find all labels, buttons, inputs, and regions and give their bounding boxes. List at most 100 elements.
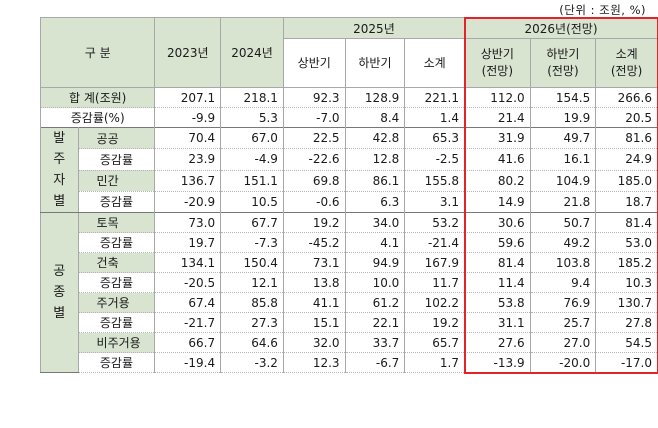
total-value-7: 266.6 <box>595 87 658 108</box>
worktype-cell: 34.0 <box>344 212 406 233</box>
worktype-cell: 59.6 <box>464 232 531 253</box>
worktype-group-char: 공 <box>53 264 66 279</box>
orderer-cell: 86.1 <box>344 169 406 192</box>
worktype-cell: 4.1 <box>344 232 406 253</box>
table-row: 증감률 -20.9 10.5 -0.6 6.3 3.1 14.9 21.8 18.7 <box>41 190 658 214</box>
worktype-cell: -17.0 <box>595 352 658 373</box>
worktype-group-char: 종 <box>53 285 66 300</box>
orderer-cell: 49.7 <box>529 126 597 150</box>
header-2026-subtotal: 소계 (전망) <box>595 38 658 88</box>
worktype-cell: 10.3 <box>595 272 658 293</box>
header-2025: 2025년 <box>282 17 466 39</box>
header-row-years: 구 분 2023년 2024년 2025년 2026년(전망) <box>39 17 658 88</box>
orderer-cell: 14.9 <box>464 190 531 214</box>
worktype-cell: 10.0 <box>344 272 406 293</box>
worktype-cell: 19.2 <box>282 212 346 233</box>
orderer-cell: 41.6 <box>464 148 531 171</box>
worktype-cell: 15.1 <box>282 312 346 333</box>
orderer-cell: -22.6 <box>282 148 346 171</box>
header-2026-h2-line1: 하반기 <box>546 47 580 61</box>
orderer-cell: 18.7 <box>595 190 658 214</box>
orderer-row-label: 민간 <box>77 169 156 192</box>
worktype-cell: -19.4 <box>154 352 222 373</box>
orderer-cell: 81.6 <box>595 126 658 150</box>
worktype-cell: 61.2 <box>344 292 406 313</box>
orderer-cell: 10.5 <box>220 190 284 214</box>
orderer-group-char: 발 <box>53 131 66 146</box>
worktype-row-label: 증감률 <box>77 312 156 333</box>
orderer-cell: -4.9 <box>220 148 284 171</box>
worktype-cell: 53.0 <box>595 232 658 253</box>
table-row: 비주거용 66.7 64.6 32.0 33.7 65.7 27.6 27.0 54.5 <box>41 332 658 353</box>
orderer-cell: 151.1 <box>220 169 284 192</box>
orderer-row-label: 공공 <box>77 126 156 150</box>
worktype-cell: -13.9 <box>464 352 531 373</box>
total-rate-value-5: 21.4 <box>464 107 531 128</box>
orderer-cell: 22.5 <box>282 126 346 150</box>
worktype-cell: 31.1 <box>464 312 531 333</box>
orderer-cell: 23.9 <box>154 148 222 171</box>
worktype-cell: 66.7 <box>154 332 222 353</box>
row-label-total-rate: 증감률(%) <box>39 107 156 128</box>
worktype-cell: 22.1 <box>344 312 406 333</box>
orderer-cell: 67.0 <box>220 126 284 150</box>
orderer-group-char: 주 <box>53 152 66 167</box>
table-row: 증감률 23.9 -4.9 -22.6 12.8 -2.5 41.6 16.1 24.9 <box>41 148 658 171</box>
worktype-cell: 53.2 <box>404 212 465 233</box>
worktype-cell: 67.4 <box>154 292 222 313</box>
worktype-cell: 67.7 <box>220 212 284 233</box>
worktype-cell: 25.7 <box>529 312 597 333</box>
worktype-row-label: 건축 <box>77 252 156 273</box>
worktype-cell: -21.7 <box>154 312 222 333</box>
header-2025-h2: 하반기 <box>344 38 406 88</box>
orderer-cell: 21.8 <box>529 190 597 214</box>
worktype-cell: 85.8 <box>220 292 284 313</box>
total-value-0: 207.1 <box>154 87 222 108</box>
construction-orders-table: 구 분 2023년 2024년 2025년 2026년(전망) 상반기 하반기 … <box>39 17 658 373</box>
worktype-cell: 53.8 <box>464 292 531 313</box>
worktype-cell: 54.5 <box>595 332 658 353</box>
orderer-group-char: 자 <box>53 173 66 188</box>
worktype-cell: -20.5 <box>154 272 222 293</box>
worktype-row-label: 주거용 <box>77 292 156 313</box>
total-value-1: 218.1 <box>220 87 284 108</box>
worktype-cell: -3.2 <box>220 352 284 373</box>
worktype-cell: -45.2 <box>282 232 346 253</box>
orderer-cell: -0.6 <box>282 190 346 214</box>
orderer-cell: 155.8 <box>404 169 465 192</box>
worktype-cell: 73.0 <box>154 212 222 233</box>
total-rate-value-6: 19.9 <box>529 107 597 128</box>
table-row: 공 종 별 토목 73.0 67.7 19.2 34.0 53.2 30.6 50.7 81.4 <box>40 212 658 373</box>
row-label-total: 합 계(조원) <box>39 87 156 108</box>
table-row-total: 합 계(조원) 207.1 218.1 92.3 128.9 221.1 112.0 154.… <box>39 87 658 108</box>
forecast-table-wrapper: 구 분 2023년 2024년 2025년 2026년(전망) 상반기 하반기 … <box>39 16 658 374</box>
worktype-cell: 167.9 <box>404 252 465 273</box>
header-row-periods: 상반기 하반기 소계 상반기 (전망) 하반기 (전망) 소계 (전망) <box>41 38 658 88</box>
worktype-cell: -20.0 <box>529 352 597 373</box>
worktype-row-label: 증감률 <box>77 352 156 373</box>
total-rate-value-3: 8.4 <box>344 107 406 128</box>
worktype-cell: -21.4 <box>404 232 465 253</box>
orderer-cell: 70.4 <box>154 126 222 150</box>
worktype-cell: 94.9 <box>344 252 406 273</box>
worktype-row-label: 비주거용 <box>77 332 156 353</box>
total-rate-value-2: -7.0 <box>282 107 346 128</box>
header-2025-h1: 상반기 <box>282 38 346 88</box>
worktype-cell: 150.4 <box>220 252 284 273</box>
orderer-cell: 136.7 <box>154 169 222 192</box>
worktype-cell: 11.4 <box>464 272 531 293</box>
orderer-cell: 12.8 <box>344 148 406 171</box>
worktype-cell: 27.6 <box>464 332 531 353</box>
orderer-cell: 24.9 <box>595 148 658 171</box>
worktype-cell: 27.8 <box>595 312 658 333</box>
orderer-cell: 6.3 <box>344 190 406 214</box>
worktype-cell: 19.7 <box>154 232 222 253</box>
table-row: 증감률 -21.7 27.3 15.1 22.1 19.2 31.1 25.7 27.8 <box>41 312 658 333</box>
header-2026-h2: 하반기 (전망) <box>529 38 597 88</box>
worktype-cell: 1.7 <box>404 352 465 373</box>
header-2026-forecast: 2026년(전망) <box>464 17 658 39</box>
total-value-3: 128.9 <box>344 87 406 108</box>
worktype-cell: 130.7 <box>595 292 658 313</box>
